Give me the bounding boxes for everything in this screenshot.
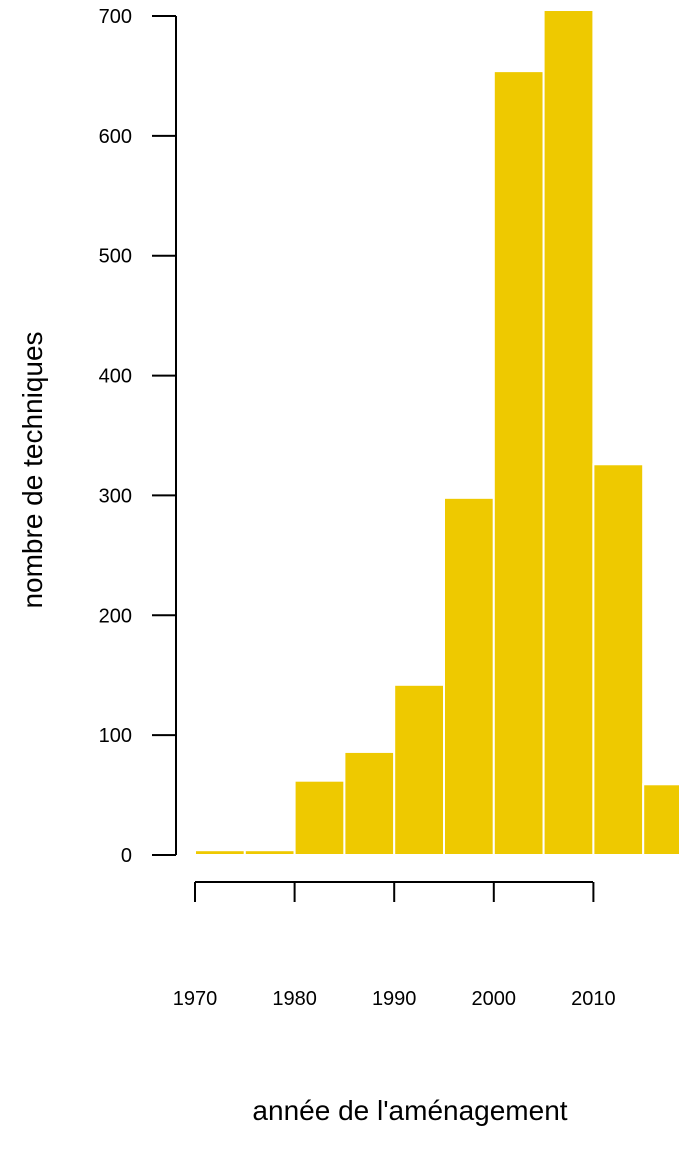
y-tick-label-200: 200 — [99, 605, 132, 627]
y-tick-label-600: 600 — [99, 126, 132, 148]
y-axis: 0 100 200 300 400 500 600 700 — [99, 6, 177, 867]
bars-group — [194, 9, 679, 857]
x-ticks: 1970 1980 1990 2000 2010 — [173, 882, 616, 1010]
histogram-bar-1970-1975 — [194, 849, 246, 856]
x-tick-label-1970: 1970 — [173, 988, 218, 1010]
y-tick-label-700: 700 — [99, 6, 132, 28]
x-axis-title: année de l'aménagement — [252, 1095, 567, 1126]
x-tick-label-2000: 2000 — [472, 988, 517, 1010]
y-tick-label-400: 400 — [99, 366, 132, 388]
histogram-bar-1985-1990 — [343, 750, 396, 856]
histogram-bar-1975-1980 — [243, 849, 296, 856]
y-tick-label-300: 300 — [99, 485, 132, 507]
y-tick-label-0: 0 — [121, 845, 132, 867]
histogram-bar-1990-1995 — [393, 683, 446, 856]
x-tick-label-2010: 2010 — [571, 988, 616, 1010]
x-axis: 1970 1980 1990 2000 2010 — [173, 881, 616, 1010]
histogram-bar-2010-2015 — [592, 463, 645, 856]
y-tick-label-500: 500 — [99, 246, 132, 268]
y-ticks: 0 100 200 300 400 500 600 700 — [99, 6, 176, 867]
y-axis-title: nombre de techniques — [17, 331, 48, 608]
x-tick-label-1980: 1980 — [272, 988, 317, 1010]
histogram-bar-1980-1985 — [293, 779, 346, 857]
histogram-bar-2005-2010 — [542, 9, 595, 857]
y-tick-label-100: 100 — [99, 725, 132, 747]
histogram-bar-2015-2020 — [642, 783, 679, 857]
x-tick-label-1990: 1990 — [372, 988, 417, 1010]
histogram-bar-1995-2000 — [443, 496, 495, 856]
histogram-bar-2000-2005 — [492, 70, 545, 857]
